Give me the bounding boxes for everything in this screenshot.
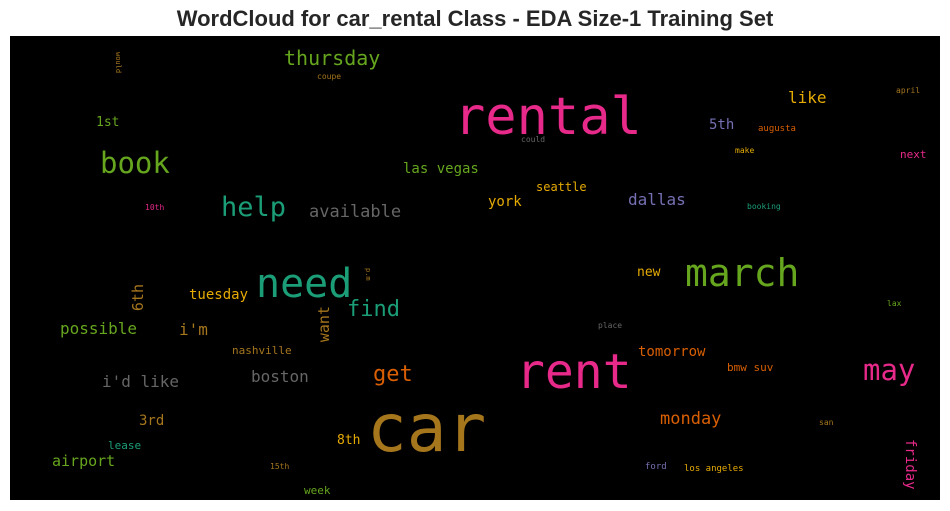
word-make: make — [735, 146, 755, 155]
word-pm: p.m — [364, 268, 372, 281]
word-im: i'm — [179, 320, 208, 339]
word-las-vegas: las vegas — [403, 161, 479, 177]
word-place: place — [598, 321, 623, 330]
word-10th: 10th — [145, 203, 165, 212]
word-would: would — [114, 52, 122, 74]
word-need: need — [256, 261, 353, 307]
word-monday: monday — [660, 409, 722, 429]
word-next: next — [900, 148, 927, 161]
chart-title: WordCloud for car_rental Class - EDA Siz… — [176, 6, 774, 31]
word-airport: airport — [52, 452, 116, 470]
word-nashville: nashville — [232, 344, 292, 357]
word-may: may — [863, 353, 916, 387]
word-lease: lease — [108, 439, 142, 452]
word-id-like: i'd like — [102, 372, 180, 391]
word-tomorrow: tomorrow — [638, 344, 706, 360]
word-3rd: 3rd — [139, 413, 165, 429]
word-tuesday: tuesday — [189, 287, 249, 303]
word-augusta: augusta — [758, 124, 796, 134]
word-san: san — [819, 418, 834, 427]
word-car: car — [367, 390, 487, 467]
word-ford: ford — [645, 462, 667, 472]
word-new: new — [637, 265, 661, 280]
word-boston: boston — [251, 367, 309, 386]
word-8th: 8th — [337, 433, 361, 448]
word-march: march — [685, 251, 800, 295]
word-friday: friday — [902, 439, 918, 490]
word-book: book — [100, 146, 170, 180]
word-1st: 1st — [96, 115, 120, 130]
word-april: april — [896, 86, 921, 95]
word-6th: 6th — [129, 284, 147, 312]
wordcloud: car rental rent need march book may help… — [10, 36, 940, 500]
word-want: want — [315, 306, 333, 343]
word-lax: lax — [887, 299, 902, 308]
word-thursday: thursday — [284, 46, 381, 70]
word-find: find — [347, 297, 400, 322]
word-get: get — [373, 362, 413, 387]
word-5th: 5th — [709, 117, 735, 133]
word-bmw-suv: bmw suv — [727, 361, 774, 374]
word-rent: rent — [516, 344, 632, 400]
word-seattle: seattle — [536, 180, 587, 194]
word-help: help — [221, 192, 287, 223]
word-dallas: dallas — [628, 190, 686, 209]
word-like: like — [788, 88, 827, 107]
word-rental: rental — [454, 87, 642, 147]
word-15th: 15th — [270, 462, 290, 471]
word-possible: possible — [60, 319, 138, 338]
word-booking: booking — [747, 202, 781, 211]
word-los-angeles: los angeles — [684, 464, 744, 474]
word-york: york — [488, 194, 522, 210]
word-coupe: coupe — [317, 72, 342, 81]
word-week: week — [304, 484, 331, 497]
word-could: could — [521, 135, 546, 144]
word-available: available — [309, 202, 402, 222]
